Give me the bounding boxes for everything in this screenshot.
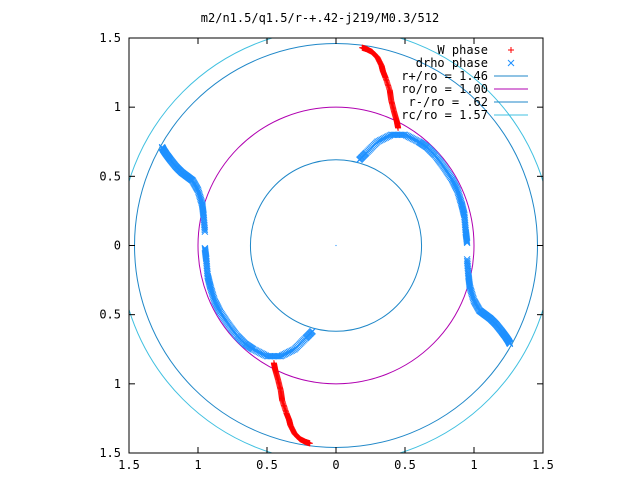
legend-label-0: W phase — [437, 43, 488, 57]
y-tick-label: 1.5 — [99, 446, 121, 460]
x-tick-label: 0.5 — [394, 458, 416, 472]
y-tick-label: 0.5 — [99, 308, 121, 322]
legend-label-2: r+/ro = 1.46 — [401, 69, 488, 83]
circle-2 — [249, 159, 423, 332]
data-point — [198, 201, 206, 209]
data-point — [201, 246, 209, 253]
data-point — [270, 360, 277, 367]
legend-label-3: ro/ro = 1.00 — [401, 82, 488, 96]
y-tick-label: 1 — [114, 100, 121, 114]
y-tick-label: 0 — [114, 239, 121, 253]
origin-dot — [335, 244, 337, 247]
legend-marker-0 — [508, 47, 514, 53]
x-tick-label: 1.5 — [532, 458, 554, 472]
chart-title: m2/n1.5/q1.5/r-+.42-j219/M0.3/512 — [201, 11, 439, 25]
data-point — [506, 340, 514, 348]
circle-1 — [197, 106, 475, 385]
legend-label-1: drho phase — [416, 56, 488, 70]
x-tick-label: 1.5 — [118, 458, 140, 472]
data-point — [463, 238, 471, 245]
data-point — [463, 237, 471, 244]
x-tick-label: 0.5 — [256, 458, 278, 472]
data-point — [158, 143, 166, 151]
y-tick-label: 1 — [114, 377, 121, 391]
y-tick-label: 1.5 — [99, 31, 121, 45]
series-0 — [270, 44, 402, 447]
data-point — [466, 282, 474, 290]
x-tick-label: 0 — [332, 458, 339, 472]
series-1 — [158, 131, 514, 360]
legend-label-4: r-/ro = .62 — [409, 95, 488, 109]
x-tick-label: 1 — [194, 458, 201, 472]
data-point — [201, 247, 209, 254]
legend-marker-1 — [507, 59, 515, 67]
x-tick-label: 1 — [470, 458, 477, 472]
legend-label-5: rc/ro = 1.57 — [401, 108, 488, 122]
data-point — [395, 124, 402, 131]
data-point — [463, 239, 471, 247]
ticks-layer: 1.5 1 0.5 0 0.5 1 1.51.510.500.511.5 — [99, 31, 554, 472]
y-tick-label: 0.5 — [99, 169, 121, 183]
points-layer — [158, 44, 514, 447]
data-point — [201, 244, 209, 252]
